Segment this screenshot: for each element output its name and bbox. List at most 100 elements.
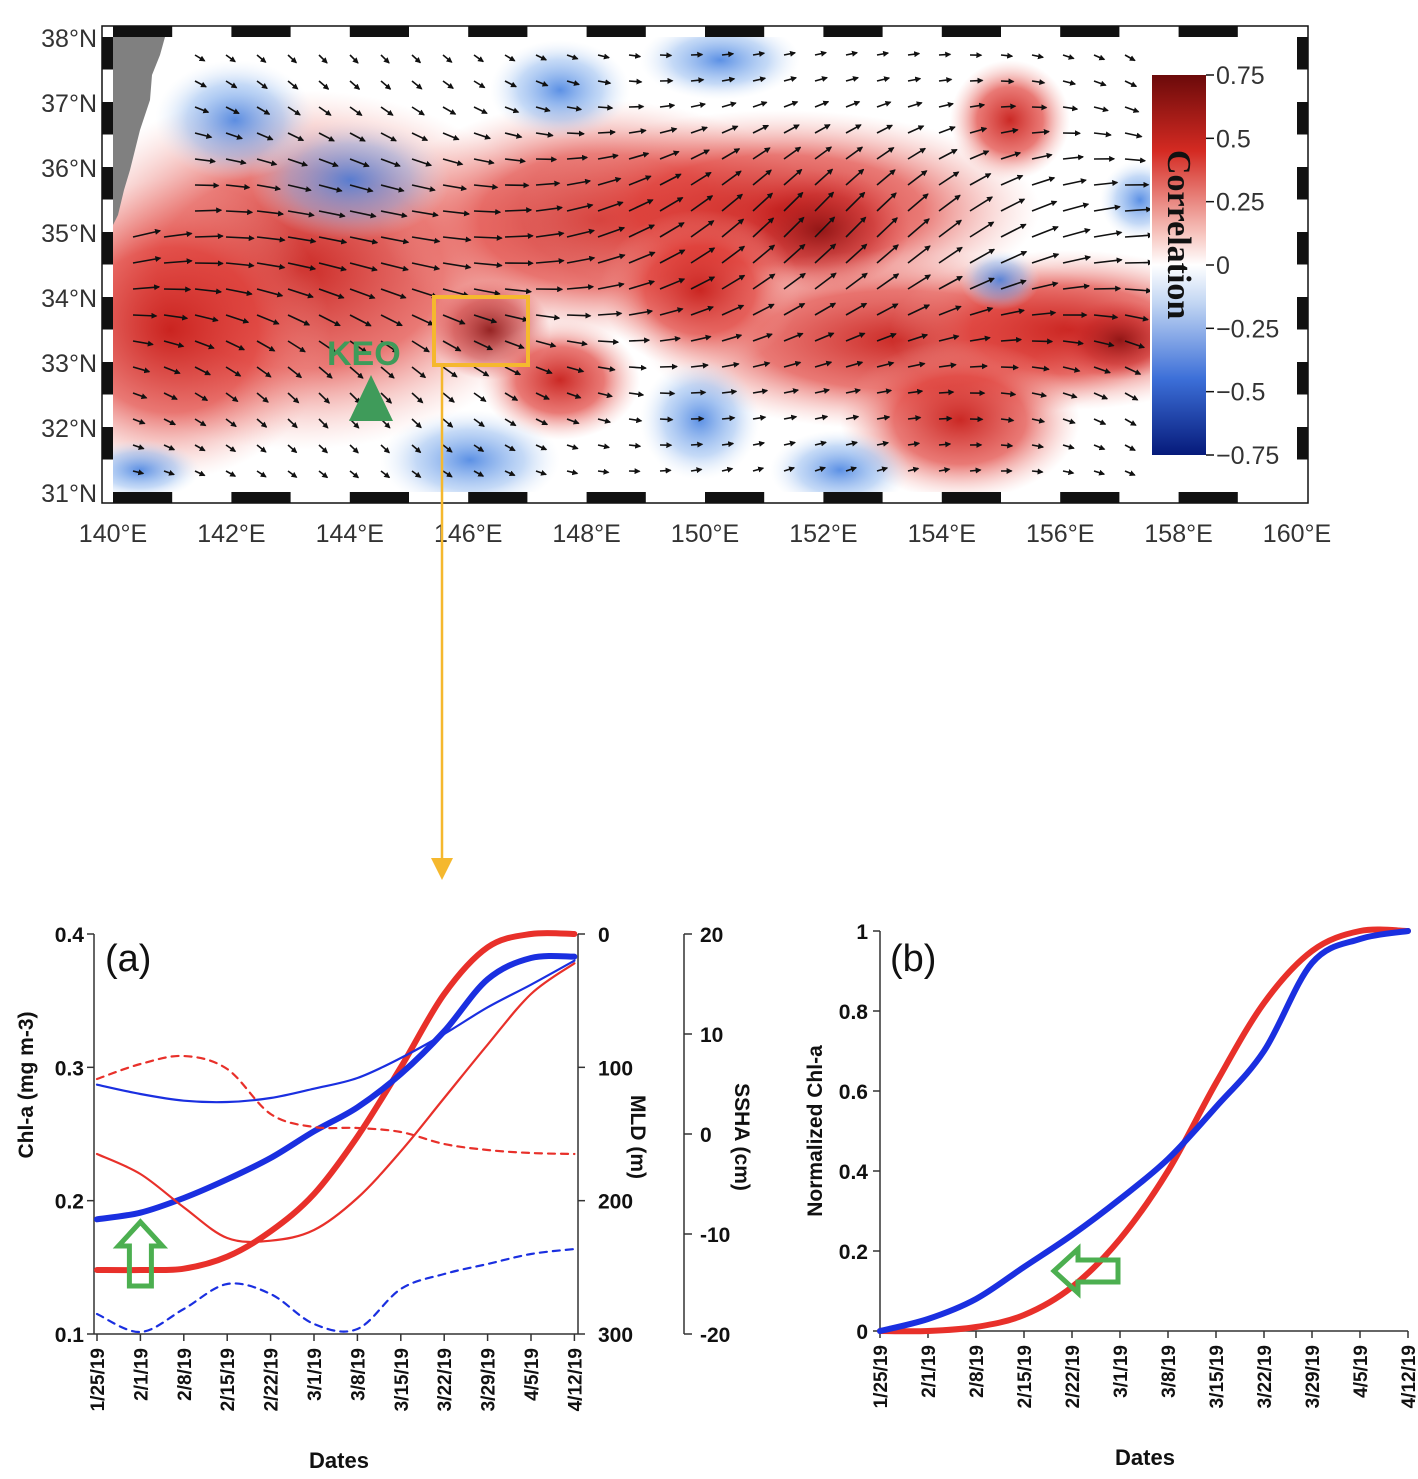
x-tick-label: 4/12/19	[565, 1348, 586, 1411]
longitude-label: 154°E	[908, 520, 976, 548]
series-line	[97, 961, 574, 1102]
current-vector	[1001, 445, 1012, 446]
colorbar-tick-label: 0.75	[1216, 62, 1265, 90]
correlation-patch	[960, 250, 1040, 310]
frame-segment	[705, 492, 764, 503]
panel-a-x-axis-label: Dates	[309, 1448, 369, 1473]
ssha-tick-label: -10	[700, 1224, 730, 1247]
current-vector	[970, 470, 981, 471]
current-vector	[629, 81, 641, 82]
x-tick-label: 3/15/19	[392, 1348, 413, 1411]
x-tick-label: 2/8/19	[967, 1345, 988, 1398]
x-tick-label: 4/5/19	[1351, 1345, 1372, 1398]
colorbar-tick-label: −0.5	[1216, 379, 1265, 407]
x-tick-label: 3/29/19	[1303, 1345, 1324, 1408]
frame-segment	[102, 362, 113, 395]
frame-segment	[102, 427, 113, 460]
correlation-patch	[490, 40, 630, 140]
current-vector	[1032, 471, 1043, 472]
left-tick-label: 0.2	[55, 1191, 84, 1214]
current-vector	[691, 444, 702, 445]
current-vector	[133, 315, 156, 316]
colorbar-tick-label: 0.25	[1216, 189, 1265, 217]
colorbar-tick-label: −0.75	[1216, 442, 1279, 470]
current-vector	[1032, 341, 1052, 342]
current-vector	[567, 315, 590, 316]
x-tick-label: 1/25/19	[88, 1348, 109, 1411]
current-vector	[939, 418, 951, 419]
x-tick-label: 3/1/19	[1111, 1345, 1132, 1398]
frame-segment	[1297, 37, 1308, 70]
current-vector	[660, 470, 671, 471]
frame-segment	[1297, 232, 1308, 265]
latitude-label: 33°N	[41, 350, 97, 378]
latitude-label: 36°N	[41, 155, 97, 183]
colorbar: Correlation 0.750.50.250−0.25−0.5−0.75	[1150, 62, 1292, 470]
x-tick-label: 3/1/19	[305, 1348, 326, 1401]
frame-segment	[705, 26, 764, 37]
frame-segment	[231, 26, 290, 37]
longitude-label: 146°E	[434, 520, 502, 548]
ssha-tick-label: -20	[700, 1324, 730, 1347]
frame-segment	[102, 232, 113, 265]
frame-segment	[468, 26, 527, 37]
current-vector	[939, 392, 953, 393]
y-tick-label: 0.2	[839, 1241, 868, 1264]
frame-segment	[231, 492, 290, 503]
latitude-label: 31°N	[41, 480, 97, 508]
colorbar-tick-label: −0.25	[1216, 315, 1279, 343]
current-vector	[1094, 288, 1120, 289]
series-line	[97, 1249, 574, 1332]
frame-segment	[1179, 492, 1238, 503]
frame-segment	[350, 26, 409, 37]
panel-a-mld-axis-label: MLD (m)	[626, 1095, 649, 1179]
x-tick-label: 2/15/19	[1015, 1345, 1036, 1408]
frame-segment	[102, 167, 113, 200]
x-tick-label: 4/5/19	[522, 1348, 543, 1401]
colorbar-tick-label: 0	[1216, 252, 1230, 280]
longitude-label: 148°E	[552, 520, 620, 548]
frame-segment	[102, 102, 113, 135]
frame-segment	[1297, 297, 1308, 330]
current-vector	[195, 236, 223, 237]
frame-segment	[823, 492, 882, 503]
current-vector	[474, 237, 502, 238]
frame-segment	[1297, 167, 1308, 200]
latitude-label: 34°N	[41, 285, 97, 313]
ssha-tick-label: 20	[700, 924, 723, 947]
frame-segment	[102, 37, 113, 70]
x-tick-label: 3/15/19	[1207, 1345, 1228, 1408]
frame-segment	[113, 492, 172, 503]
series-line	[880, 931, 1408, 1331]
y-tick-label: 0.6	[839, 1081, 868, 1104]
correlation-patch	[600, 210, 800, 370]
panel-b-label: (b)	[890, 938, 936, 980]
correlation-patch	[950, 60, 1070, 180]
x-tick-label: 4/12/19	[1399, 1345, 1418, 1408]
current-vector	[660, 55, 671, 56]
connector-arrowhead-icon	[431, 858, 453, 880]
x-tick-label: 2/15/19	[218, 1348, 239, 1411]
frame-segment	[1060, 26, 1119, 37]
y-tick-label: 0.8	[839, 1001, 869, 1024]
current-vector	[598, 107, 612, 108]
longitude-label: 158°E	[1144, 520, 1212, 548]
frame-segment	[587, 26, 646, 37]
frame-segment	[1060, 492, 1119, 503]
frame-segment	[942, 492, 1001, 503]
colorbar-title: Correlation	[1160, 150, 1197, 319]
longitude-label: 160°E	[1263, 520, 1331, 548]
x-tick-label: 3/22/19	[1255, 1345, 1276, 1408]
correlation-patch	[250, 120, 450, 240]
panel-b-x-axis-label: Dates	[1115, 1445, 1175, 1470]
longitude-label: 144°E	[316, 520, 384, 548]
x-tick-label: 3/29/19	[479, 1348, 500, 1411]
mld-tick-label: 100	[598, 1057, 633, 1080]
current-vector	[567, 133, 584, 134]
x-tick-label: 2/22/19	[262, 1348, 283, 1411]
longitude-label: 142°E	[197, 520, 265, 548]
mld-tick-label: 0	[598, 924, 610, 947]
y-tick-label: 0.4	[839, 1161, 869, 1184]
